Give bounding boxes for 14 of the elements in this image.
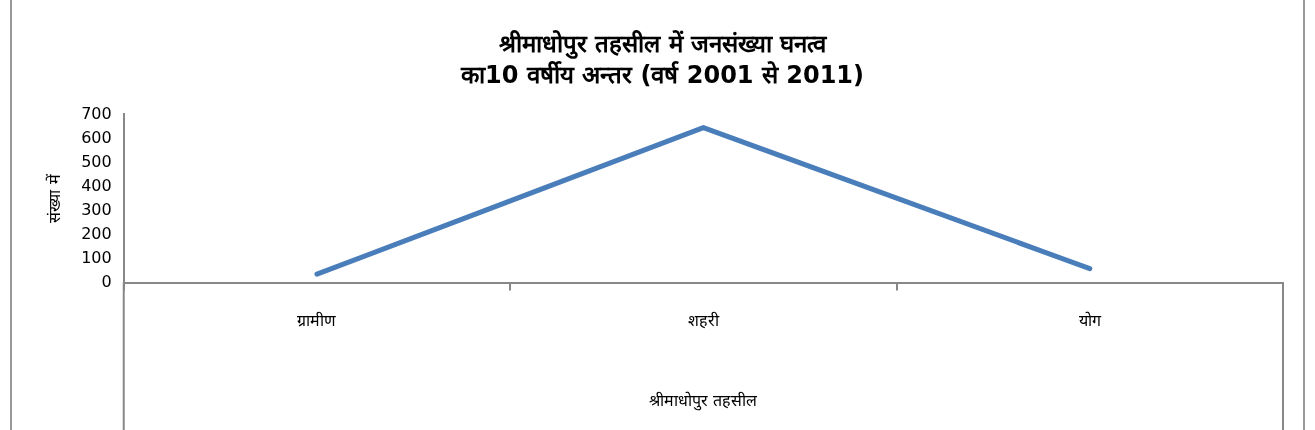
y-tick-label: 0 bbox=[101, 271, 112, 291]
y-tick-label: 600 bbox=[81, 127, 112, 147]
y-tick-label: 700 bbox=[81, 103, 112, 123]
y-tick-label: 200 bbox=[81, 223, 112, 243]
y-axis-title: संख्या में bbox=[44, 174, 64, 223]
y-tick-label: 500 bbox=[81, 151, 112, 171]
x-axis-title: श्रीमाधोपुर तहसील bbox=[649, 390, 759, 411]
x-tick-label: ग्रामीण bbox=[297, 311, 337, 331]
y-tick-label: 100 bbox=[81, 247, 112, 267]
x-tick-label: योग bbox=[1078, 311, 1102, 331]
chart-title: श्रीमाधोपुर तहसील में जनसंख्या घनत्व का10 वर्षीय अन्तर (वर्ष 2001 से 2011) bbox=[459, 29, 865, 90]
y-tick-label: 300 bbox=[81, 199, 112, 219]
y-tick-label: 400 bbox=[81, 175, 112, 195]
x-tick-label: शहरी bbox=[687, 311, 720, 331]
